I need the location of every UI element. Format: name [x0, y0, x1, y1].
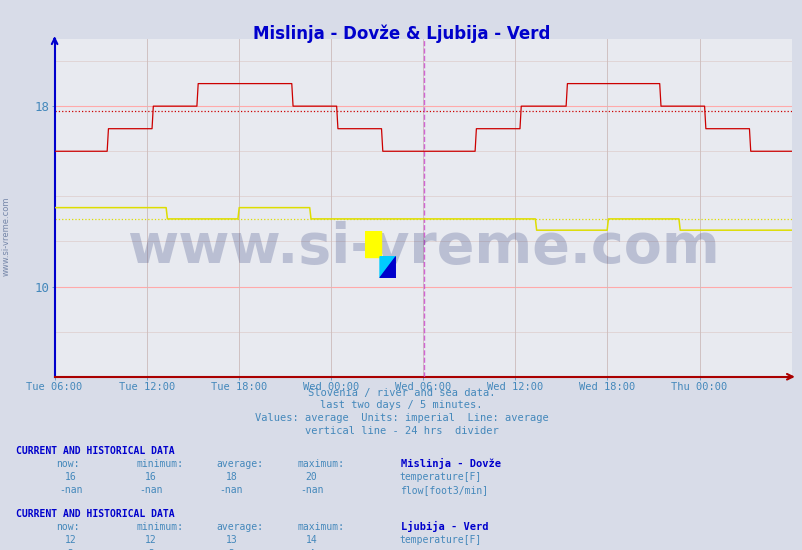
Text: now:: now: — [56, 459, 79, 469]
Polygon shape — [379, 257, 395, 278]
Text: Slovenia / river and sea data.: Slovenia / river and sea data. — [307, 388, 495, 398]
Text: flow[foot3/min]: flow[foot3/min] — [399, 485, 488, 496]
Text: 3: 3 — [228, 548, 234, 550]
Text: www.si-vreme.com: www.si-vreme.com — [127, 221, 719, 275]
Text: Ljubija - Verd: Ljubija - Verd — [401, 521, 488, 532]
Text: average:: average: — [217, 522, 264, 532]
Text: 18: 18 — [225, 472, 237, 482]
Text: Values: average  Units: imperial  Line: average: Values: average Units: imperial Line: av… — [254, 413, 548, 423]
Text: vertical line - 24 hrs  divider: vertical line - 24 hrs divider — [304, 426, 498, 436]
Text: 16: 16 — [65, 472, 76, 482]
Text: average:: average: — [217, 459, 264, 469]
Text: www.si-vreme.com: www.si-vreme.com — [2, 197, 11, 276]
Text: Mislinja - Dovže & Ljubija - Verd: Mislinja - Dovže & Ljubija - Verd — [253, 25, 549, 43]
Text: -nan: -nan — [219, 485, 243, 496]
Text: 12: 12 — [65, 535, 76, 546]
Text: 20: 20 — [306, 472, 317, 482]
Text: temperature[F]: temperature[F] — [399, 535, 481, 546]
Text: now:: now: — [56, 522, 79, 532]
Text: 13: 13 — [225, 535, 237, 546]
Text: 3: 3 — [67, 548, 74, 550]
Text: -nan: -nan — [59, 485, 83, 496]
Text: 14: 14 — [306, 535, 317, 546]
Text: maximum:: maximum: — [297, 459, 344, 469]
Text: last two days / 5 minutes.: last two days / 5 minutes. — [320, 400, 482, 410]
Text: -nan: -nan — [139, 485, 163, 496]
Text: 16: 16 — [145, 472, 156, 482]
Text: 4: 4 — [308, 548, 314, 550]
Text: -nan: -nan — [299, 485, 323, 496]
Text: CURRENT AND HISTORICAL DATA: CURRENT AND HISTORICAL DATA — [16, 509, 175, 519]
Bar — [365, 231, 381, 257]
Text: CURRENT AND HISTORICAL DATA: CURRENT AND HISTORICAL DATA — [16, 446, 175, 456]
Text: flow[foot3/min]: flow[foot3/min] — [399, 548, 488, 550]
Polygon shape — [379, 257, 395, 278]
Text: minimum:: minimum: — [136, 459, 184, 469]
Text: temperature[F]: temperature[F] — [399, 472, 481, 482]
Text: 12: 12 — [145, 535, 156, 546]
Text: 3: 3 — [148, 548, 154, 550]
Text: maximum:: maximum: — [297, 522, 344, 532]
Text: Mislinja - Dovže: Mislinja - Dovže — [401, 458, 501, 469]
Text: minimum:: minimum: — [136, 522, 184, 532]
